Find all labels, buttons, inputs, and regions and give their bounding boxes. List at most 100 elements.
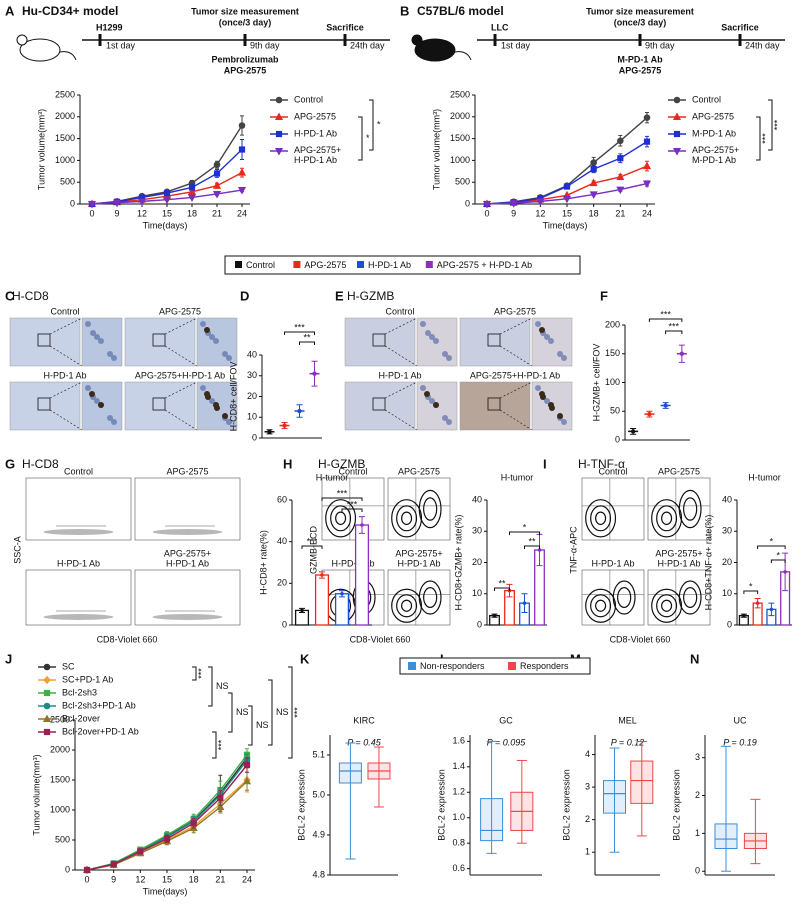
- sig-label: *: [366, 133, 370, 143]
- legend-label: M-PD-1 Ab: [692, 128, 736, 138]
- sig-label: ***: [772, 119, 782, 130]
- flow-caption: H-PD-1 Ab: [331, 558, 374, 568]
- nucleus: [535, 385, 541, 391]
- nucleus: [544, 334, 550, 340]
- flow-contour: [335, 511, 347, 526]
- micrograph-image: [344, 381, 416, 431]
- sig-bracket: [248, 705, 253, 746]
- sig-bracket: [288, 666, 293, 759]
- micrograph-caption: H-PD-1 Ab: [378, 370, 421, 380]
- sig-bracket: [665, 330, 683, 334]
- data-point: [769, 607, 774, 612]
- data-point: [360, 523, 364, 527]
- flow-y-label: TNF-α-APC: [568, 526, 578, 574]
- model-title: C57BL/6 model: [417, 4, 504, 18]
- micrograph-roi: [37, 397, 51, 411]
- x-tick-label: 15: [562, 208, 572, 218]
- data-point: [783, 570, 787, 574]
- y-tick-label: 40: [277, 536, 287, 546]
- y-tick-label: 2500: [55, 89, 75, 99]
- data-point: [297, 408, 302, 414]
- flow-caption: APG-2575: [398, 466, 440, 476]
- nucleus: [446, 355, 452, 361]
- sig-label: ***: [347, 499, 358, 509]
- stained-cell: [205, 394, 211, 400]
- mouse-ear: [411, 34, 423, 46]
- nucleus: [111, 419, 117, 425]
- data-point: [187, 187, 197, 195]
- y-axis-label: H-CD8+TNF-α+ rate(%): [703, 515, 713, 611]
- data-point: [673, 130, 681, 138]
- micrograph-title: H-CD8: [12, 289, 49, 303]
- micrograph-image: [9, 381, 81, 431]
- flow-x-label: CD8-Violet 660: [97, 634, 158, 644]
- data-point: [43, 702, 51, 710]
- data-point: [43, 728, 51, 736]
- y-tick-label: 4.9: [312, 829, 325, 839]
- flow-events: [152, 614, 223, 620]
- data-point: [213, 170, 221, 177]
- y-tick-label: 0.6: [452, 863, 465, 873]
- nucleus: [548, 338, 554, 344]
- box: [603, 780, 626, 814]
- data-point: [590, 159, 597, 166]
- y-tick-label: 20: [277, 578, 287, 588]
- sig-bracket: [284, 331, 315, 335]
- data-point: [320, 573, 324, 577]
- y-tick-label: 2000: [450, 111, 470, 121]
- sig-label: ***: [337, 488, 348, 498]
- flow-contour: [396, 594, 418, 618]
- y-tick-label: 10: [722, 588, 732, 598]
- x-tick-label: 12: [137, 208, 147, 218]
- y-axis-label: H-CD8+ cell/FOV: [228, 362, 238, 432]
- y-tick-label: 1.4: [452, 761, 465, 771]
- legend-label: APG-2575: [304, 260, 346, 270]
- model-title: Hu-CD34+ model: [22, 4, 118, 18]
- y-tick-label: 1500: [50, 774, 70, 784]
- micrograph-image: [124, 381, 196, 431]
- mouse-tail: [454, 51, 472, 61]
- bar: [354, 524, 370, 626]
- sig-bracket: [509, 531, 540, 535]
- sig-label: *: [776, 550, 780, 560]
- treatment-label: APG-2575: [619, 65, 662, 75]
- panel-letter: I: [543, 456, 547, 471]
- stained-cell: [222, 413, 228, 419]
- day-label: 1st day: [106, 40, 136, 50]
- data-point: [243, 761, 251, 769]
- legend-label: Bcl-2sh3+PD-1 Ab: [62, 700, 136, 710]
- sig-label: *: [523, 522, 527, 532]
- nucleus: [209, 334, 215, 340]
- day-label: 24th day: [350, 40, 385, 50]
- micrograph-roi: [152, 397, 166, 411]
- x-tick-label: 21: [212, 208, 222, 218]
- flow-contour: [330, 505, 352, 532]
- legend-label: APG-2575+ M-PD-1 Ab: [692, 145, 739, 165]
- y-tick-label: 2: [695, 790, 700, 800]
- x-tick-label: 18: [189, 874, 199, 884]
- measure-sub: (once/3 day): [614, 17, 667, 27]
- data-point: [216, 802, 225, 810]
- y-tick-label: 200: [605, 319, 620, 329]
- box: [630, 760, 654, 804]
- data-point: [562, 195, 572, 204]
- legend-label: Non-responders: [420, 661, 485, 671]
- y-axis-label: H-GZMB+ cell/FOV: [591, 344, 601, 422]
- nucleus: [442, 351, 448, 357]
- x-tick-label: 15: [162, 874, 172, 884]
- day-label: 1st day: [501, 40, 531, 50]
- nucleus: [222, 351, 228, 357]
- legend-swatch: [235, 261, 242, 268]
- data-point: [275, 96, 283, 104]
- sig-label: ***: [294, 322, 305, 332]
- legend-label: H-PD-1 Ab: [368, 260, 411, 270]
- sig-label: ***: [668, 321, 679, 331]
- panel-letter: K: [300, 651, 310, 666]
- zoom-guide: [49, 317, 83, 335]
- data-point: [83, 866, 91, 874]
- sig-label: *: [377, 119, 381, 129]
- y-tick-label: 30: [247, 370, 257, 380]
- flow-contour: [401, 599, 413, 612]
